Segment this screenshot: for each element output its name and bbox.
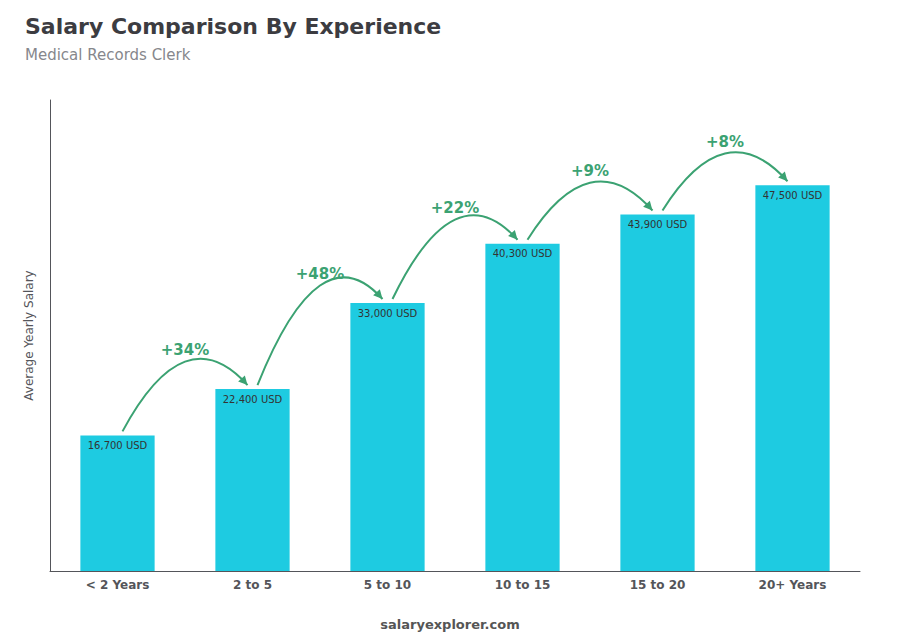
svg-text:2 to 5: 2 to 5 — [233, 578, 272, 592]
svg-text:Medical Records Clerk: Medical Records Clerk — [25, 46, 191, 64]
svg-text:+22%: +22% — [431, 199, 479, 217]
svg-text:Average Yearly Salary: Average Yearly Salary — [22, 270, 36, 400]
svg-text:33,000 USD: 33,000 USD — [358, 308, 418, 319]
svg-text:+9%: +9% — [571, 162, 609, 180]
svg-text:15 to 20: 15 to 20 — [630, 578, 686, 592]
svg-text:22,400 USD: 22,400 USD — [223, 394, 283, 405]
svg-text:5 to 10: 5 to 10 — [364, 578, 411, 592]
svg-text:+8%: +8% — [706, 133, 744, 151]
svg-text:Salary Comparison By Experienc: Salary Comparison By Experience — [25, 14, 441, 39]
svg-text:16,700 USD: 16,700 USD — [88, 440, 148, 451]
svg-text:+34%: +34% — [161, 341, 209, 359]
svg-text:salaryexplorer.com: salaryexplorer.com — [380, 617, 519, 632]
svg-text:< 2 Years: < 2 Years — [86, 578, 150, 592]
svg-text:43,900 USD: 43,900 USD — [628, 219, 688, 230]
svg-text:+48%: +48% — [296, 265, 344, 283]
svg-text:47,500 USD: 47,500 USD — [763, 190, 823, 201]
svg-text:40,300 USD: 40,300 USD — [493, 248, 553, 259]
svg-text:20+ Years: 20+ Years — [759, 578, 827, 592]
svg-text:10 to 15: 10 to 15 — [495, 578, 551, 592]
